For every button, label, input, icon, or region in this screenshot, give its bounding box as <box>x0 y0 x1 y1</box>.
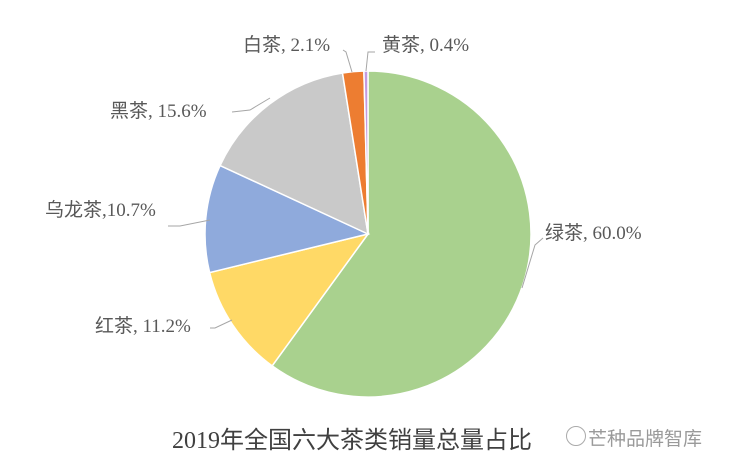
leader-line-1 <box>210 319 233 329</box>
leader-line-4 <box>342 49 353 73</box>
data-label-1: 红茶, 11.2% <box>95 315 191 337</box>
chart-title: 2019年全国六大茶类销量总量占比 <box>172 428 532 454</box>
wechat-icon <box>566 426 586 446</box>
pie-slice-1 <box>208 232 370 367</box>
leader-line-2 <box>168 219 211 227</box>
leader-line-3 <box>231 97 271 113</box>
pie-slice-2 <box>204 164 371 274</box>
data-label-0: 绿茶, 60.0% <box>545 222 642 244</box>
data-label-3: 黑茶, 15.6% <box>110 100 207 122</box>
leader-line-5 <box>365 51 375 72</box>
pie-slice-5 <box>363 70 369 235</box>
data-label-2: 乌龙茶,10.7% <box>45 199 156 221</box>
pie-slice-3 <box>219 72 369 236</box>
leader-line-0 <box>521 237 544 289</box>
data-label-4: 白茶, 2.1% <box>243 34 330 56</box>
watermark: 芒种品牌智库 <box>588 428 703 450</box>
data-label-5: 黄茶, 0.4% <box>382 34 469 56</box>
